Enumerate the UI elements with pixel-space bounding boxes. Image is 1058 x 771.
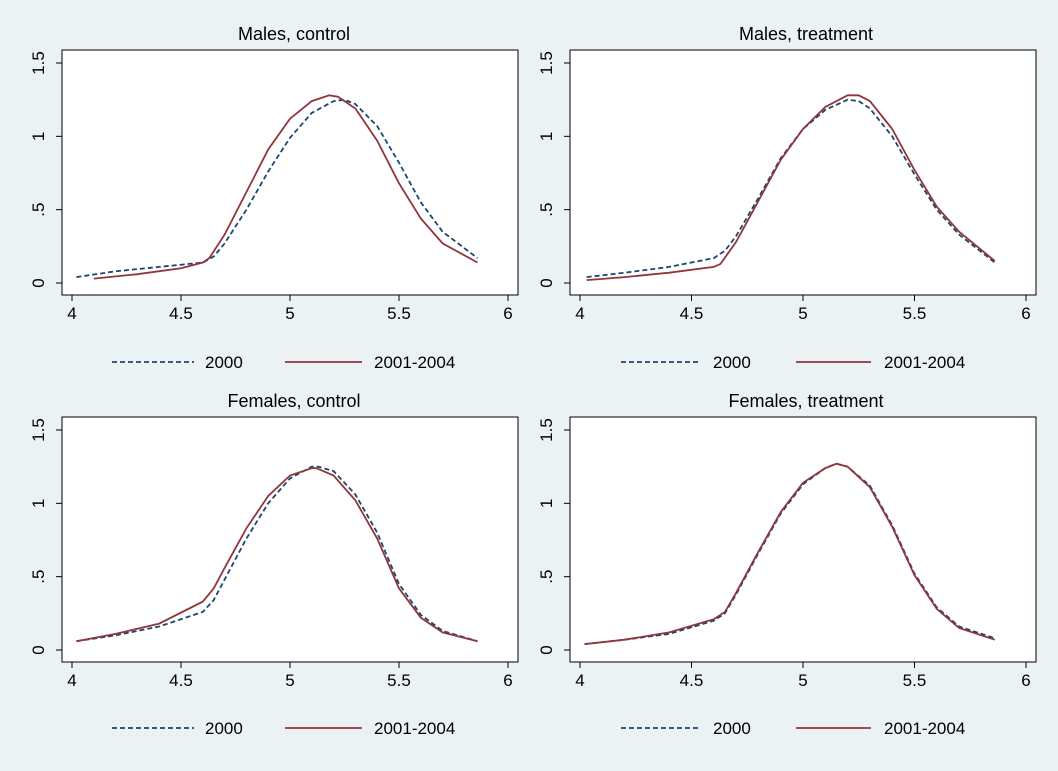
series-line-2001-2004 [93, 94, 478, 280]
plot-area [61, 49, 519, 296]
x-tick-label: 5.5 [903, 671, 927, 690]
chart-title: Males, treatment [739, 24, 873, 44]
x-tick-label: 6 [1021, 304, 1030, 323]
legend: 2000 2001-2004 [621, 353, 965, 372]
x-tick-label: 4 [575, 671, 584, 690]
legend-label-2001-2004: 2001-2004 [374, 353, 455, 372]
chart-panel-1: Males, control 4 4.5 5 5.5 6 0 .5 1 1.5 2000 2001-2… [29, 24, 519, 372]
y-tick-label: 1 [537, 132, 556, 141]
chart-title: Females, treatment [728, 391, 883, 411]
y-tick-label: 1.5 [537, 51, 556, 75]
legend-label-2001-2004: 2001-2004 [884, 353, 965, 372]
x-tick-label: 4.5 [680, 671, 704, 690]
legend: 2000 2001-2004 [112, 719, 455, 738]
x-tick-label: 5 [285, 671, 294, 690]
plot-area [569, 49, 1037, 296]
legend-label-2000: 2000 [713, 719, 751, 738]
legend: 2000 2001-2004 [621, 719, 965, 738]
legend-label-2001-2004: 2001-2004 [374, 719, 455, 738]
legend-label-2000: 2000 [713, 353, 751, 372]
x-tick-label: 5.5 [387, 671, 411, 690]
y-tick-label: 0 [29, 278, 48, 287]
x-tick-label: 4 [575, 304, 584, 323]
series-line-2000 [76, 465, 478, 643]
plot-area [569, 416, 1037, 663]
x-tick-label: 5.5 [387, 304, 411, 323]
y-tick-label: .5 [537, 570, 556, 584]
legend-label-2001-2004: 2001-2004 [884, 719, 965, 738]
legend: 2000 2001-2004 [112, 353, 455, 372]
series-line-2000 [586, 98, 996, 278]
legend-label-2000: 2000 [205, 353, 243, 372]
x-tick-label: 4.5 [169, 304, 193, 323]
x-tick-label: 4.5 [680, 304, 704, 323]
y-tick-label: 1 [29, 499, 48, 508]
x-tick-label: 4 [67, 304, 76, 323]
x-tick-label: 5.5 [903, 304, 927, 323]
y-tick-label: 0 [537, 645, 556, 654]
y-tick-label: .5 [29, 570, 48, 584]
y-tick-label: 1.5 [537, 418, 556, 442]
series-line-2001-2004 [584, 462, 996, 645]
series-line-2001-2004 [586, 94, 996, 281]
y-tick-label: 1 [537, 499, 556, 508]
x-tick-label: 6 [1021, 671, 1030, 690]
x-tick-label: 6 [503, 304, 512, 323]
y-tick-label: 1 [29, 132, 48, 141]
x-tick-label: 5 [798, 304, 807, 323]
y-tick-label: 0 [29, 645, 48, 654]
series-line-2001-2004 [76, 467, 478, 643]
legend-label-2000: 2000 [205, 719, 243, 738]
chart-title: Males, control [238, 24, 350, 44]
x-tick-label: 5 [285, 304, 294, 323]
y-tick-label: 0 [537, 278, 556, 287]
plot-area [61, 416, 519, 663]
chart-panel-2: Males, treatment 4 4.5 5 5.5 6 0 .5 1 1.5 2000 2001… [537, 24, 1037, 372]
x-tick-label: 5 [798, 671, 807, 690]
y-tick-label: 1.5 [29, 418, 48, 442]
x-tick-label: 4.5 [169, 671, 193, 690]
y-tick-label: 1.5 [29, 51, 48, 75]
chart-title: Females, control [227, 391, 360, 411]
y-tick-label: .5 [29, 203, 48, 217]
y-tick-label: .5 [537, 203, 556, 217]
chart-panel-3: Females, control 4 4.5 5 5.5 6 0 .5 1 1.5 2000 2001… [29, 391, 519, 738]
series-line-2000 [76, 98, 479, 278]
x-tick-label: 6 [503, 671, 512, 690]
x-tick-label: 4 [67, 671, 76, 690]
